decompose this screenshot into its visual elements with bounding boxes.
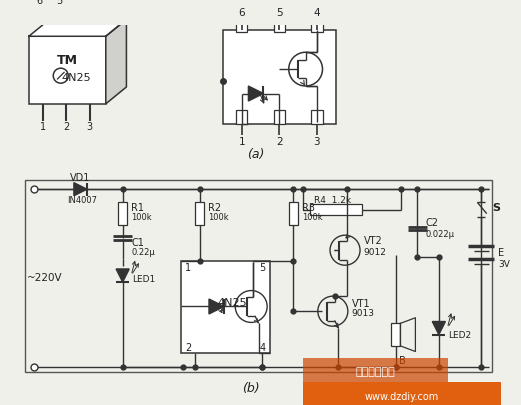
- Text: 100k: 100k: [131, 213, 152, 222]
- Text: VT2: VT2: [364, 236, 382, 246]
- Text: 2: 2: [185, 343, 192, 353]
- Text: 1: 1: [40, 122, 46, 132]
- Bar: [118, 202, 127, 225]
- Text: R4  1.2k: R4 1.2k: [314, 196, 351, 205]
- Text: 电子制作天地: 电子制作天地: [355, 367, 395, 377]
- Bar: [223, 30, 336, 124]
- Text: R2: R2: [208, 203, 221, 213]
- Text: 3: 3: [87, 122, 93, 132]
- Bar: [274, 19, 285, 32]
- Text: (b): (b): [242, 382, 260, 394]
- Text: (a): (a): [247, 148, 265, 161]
- Bar: [274, 111, 285, 124]
- Text: VD1: VD1: [70, 173, 91, 183]
- Bar: [181, 260, 270, 354]
- Text: B: B: [399, 356, 406, 366]
- Text: 5: 5: [259, 263, 266, 273]
- Text: 9012: 9012: [364, 247, 387, 257]
- Polygon shape: [29, 19, 127, 36]
- Text: 3V: 3V: [498, 260, 510, 269]
- Text: C1: C1: [131, 238, 144, 248]
- Bar: [311, 111, 322, 124]
- Bar: [311, 19, 322, 32]
- Polygon shape: [74, 183, 87, 196]
- Text: 2: 2: [63, 122, 69, 132]
- Polygon shape: [249, 86, 264, 101]
- Text: R1: R1: [131, 203, 144, 213]
- Text: 3: 3: [314, 137, 320, 147]
- Text: S: S: [492, 203, 500, 213]
- Text: 100k: 100k: [302, 213, 322, 222]
- Polygon shape: [432, 322, 445, 335]
- Text: E: E: [498, 248, 504, 258]
- Text: LED1: LED1: [132, 275, 155, 284]
- Text: 4N25: 4N25: [218, 298, 247, 308]
- Text: 100k: 100k: [208, 213, 229, 222]
- Text: 4: 4: [314, 8, 320, 18]
- Text: ~220V: ~220V: [27, 273, 63, 283]
- Text: 5: 5: [56, 0, 62, 6]
- Text: 1: 1: [185, 263, 191, 273]
- Text: C2: C2: [426, 218, 439, 228]
- Bar: [195, 202, 204, 225]
- Bar: [289, 202, 298, 225]
- Text: 2: 2: [276, 137, 283, 147]
- Bar: [303, 358, 448, 382]
- Text: 4: 4: [259, 343, 266, 353]
- Text: 0.22μ: 0.22μ: [131, 247, 155, 257]
- Text: R3: R3: [302, 203, 315, 213]
- Bar: [303, 382, 501, 405]
- Text: www.dzdiy.com: www.dzdiy.com: [364, 392, 439, 403]
- Bar: [236, 111, 247, 124]
- Bar: [311, 204, 362, 215]
- Polygon shape: [116, 269, 129, 282]
- Text: 1: 1: [239, 137, 245, 147]
- Bar: [236, 19, 247, 32]
- Bar: [25, 180, 492, 372]
- Polygon shape: [106, 19, 127, 104]
- Text: 9013: 9013: [352, 309, 375, 318]
- Text: 4N25: 4N25: [61, 72, 91, 83]
- Text: 5: 5: [276, 8, 283, 18]
- Text: VT1: VT1: [352, 298, 370, 309]
- Text: TM: TM: [57, 54, 78, 67]
- Text: 6: 6: [36, 0, 42, 6]
- Bar: [391, 323, 400, 346]
- Polygon shape: [209, 299, 224, 314]
- Text: LED2: LED2: [448, 331, 472, 340]
- Text: 0.022μ: 0.022μ: [426, 230, 455, 239]
- Text: 6: 6: [239, 8, 245, 18]
- Bar: [29, 36, 106, 104]
- Text: IN4007: IN4007: [67, 196, 97, 205]
